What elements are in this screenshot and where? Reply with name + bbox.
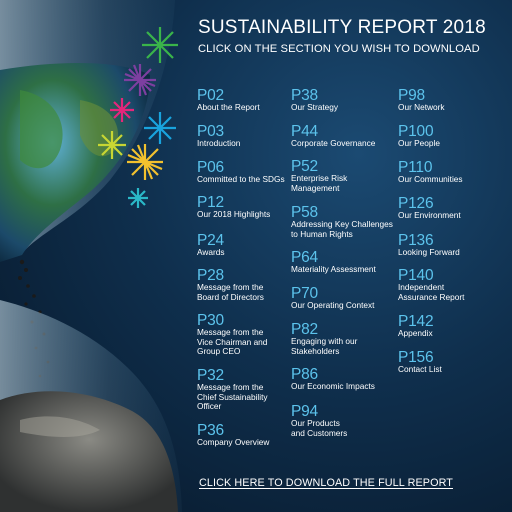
section-page-number: P12 [197,194,224,211]
section-page-number: P36 [197,422,224,439]
section-title: Materiality Assessment [291,264,376,274]
section-link[interactable]: P44 Corporate Governance [291,124,375,149]
section-link[interactable]: P100 Our People [398,124,440,149]
section-link[interactable]: P86 Our Economic Impacts [291,367,375,392]
section-title: Our Communities [398,174,463,184]
section-title: Addressing Key Challenges to Human Right… [291,219,393,239]
section-page-number: P44 [291,123,318,140]
section-link[interactable]: P64 Materiality Assessment [291,250,376,275]
section-link[interactable]: P82 Engaging with our Stakeholders [291,322,357,356]
section-link[interactable]: P136 Looking Forward [398,233,460,258]
section-link[interactable]: P156 Contact List [398,350,442,375]
section-page-number: P110 [398,159,433,176]
section-title: Corporate Governance [291,138,376,148]
section-title: Our People [398,138,440,148]
section-link[interactable]: P110 Our Communities [398,160,463,185]
section-title: Engaging with our Stakeholders [291,336,358,356]
section-page-number: P02 [197,87,224,104]
section-title: Appendix [398,328,433,338]
section-page-number: P70 [291,285,318,302]
section-title: Message from the Board of Directors [197,282,264,302]
section-link[interactable]: P02 About the Report [197,88,260,113]
section-title: Our Environment [398,210,461,220]
section-title: Introduction [197,138,241,148]
section-page-number: P156 [398,349,434,366]
download-full-report-link[interactable]: CLICK HERE TO DOWNLOAD THE FULL REPORT [199,477,453,489]
section-link[interactable]: P58 Addressing Key Challenges to Human R… [291,205,393,239]
section-page-number: P32 [197,367,224,384]
section-title: About the Report [197,102,260,112]
section-page-number: P86 [291,366,318,383]
section-link[interactable]: P140 Independent Assurance Report [398,268,464,302]
section-title: Our Network [398,102,445,112]
section-page-number: P142 [398,313,434,330]
section-page-number: P126 [398,195,434,212]
section-page-number: P03 [197,123,224,140]
section-page-number: P38 [291,87,318,104]
page-title: SUSTAINABILITY REPORT 2018 [198,17,486,38]
section-link[interactable]: P12 Our 2018 Highlights [197,195,270,220]
section-link[interactable]: P28 Message from the Board of Directors [197,268,264,302]
section-link[interactable]: P94 Our Products and Customers [291,404,347,438]
section-page-number: P94 [291,403,318,420]
section-page-number: P28 [197,267,224,284]
section-link[interactable]: P30 Message from the Vice Chairman and G… [197,313,267,357]
section-title: Message from the Vice Chairman and Group… [197,327,268,357]
section-link[interactable]: P06 Committed to the SDGs [197,160,285,185]
section-title: Our Strategy [291,102,339,112]
section-link[interactable]: P70 Our Operating Context [291,286,374,311]
section-link[interactable]: P98 Our Network [398,88,445,113]
section-page-number: P82 [291,321,318,338]
section-title: Message from the Chief Sustainability Of… [197,382,268,412]
section-page-number: P98 [398,87,425,104]
section-page-number: P52 [291,158,318,175]
section-link[interactable]: P52 Enterprise Risk Management [291,159,347,193]
section-title: Company Overview [197,437,270,447]
section-page-number: P58 [291,204,318,221]
section-title: Our 2018 Highlights [197,209,271,219]
section-page-number: P100 [398,123,434,140]
section-page-number: P24 [197,232,224,249]
section-title: Looking Forward [398,247,460,257]
section-link[interactable]: P126 Our Environment [398,196,461,221]
section-link[interactable]: P32 Message from the Chief Sustainabilit… [197,368,268,412]
section-title: Awards [197,247,225,257]
section-page-number: P06 [197,159,224,176]
section-page-number: P64 [291,249,318,266]
section-link[interactable]: P03 Introduction [197,124,240,149]
section-title: Committed to the SDGs [197,174,285,184]
section-page-number: P136 [398,232,434,249]
section-title: Our Economic Impacts [291,381,375,391]
section-title: Our Products and Customers [291,418,348,438]
section-title: Enterprise Risk Management [291,173,348,193]
section-link[interactable]: P142 Appendix [398,313,434,339]
section-link[interactable]: P24 Awards [197,233,225,258]
section-page-number: P140 [398,267,434,284]
section-page-number: P30 [197,312,224,329]
page-subtitle: CLICK ON THE SECTION YOU WISH TO DOWNLOA… [198,43,480,55]
section-link[interactable]: P38 Our Strategy [291,88,338,113]
section-title: Contact List [398,364,442,374]
section-title: Our Operating Context [291,300,375,310]
section-link[interactable]: P36 Company Overview [197,423,269,448]
section-title: Independent Assurance Report [398,282,465,302]
